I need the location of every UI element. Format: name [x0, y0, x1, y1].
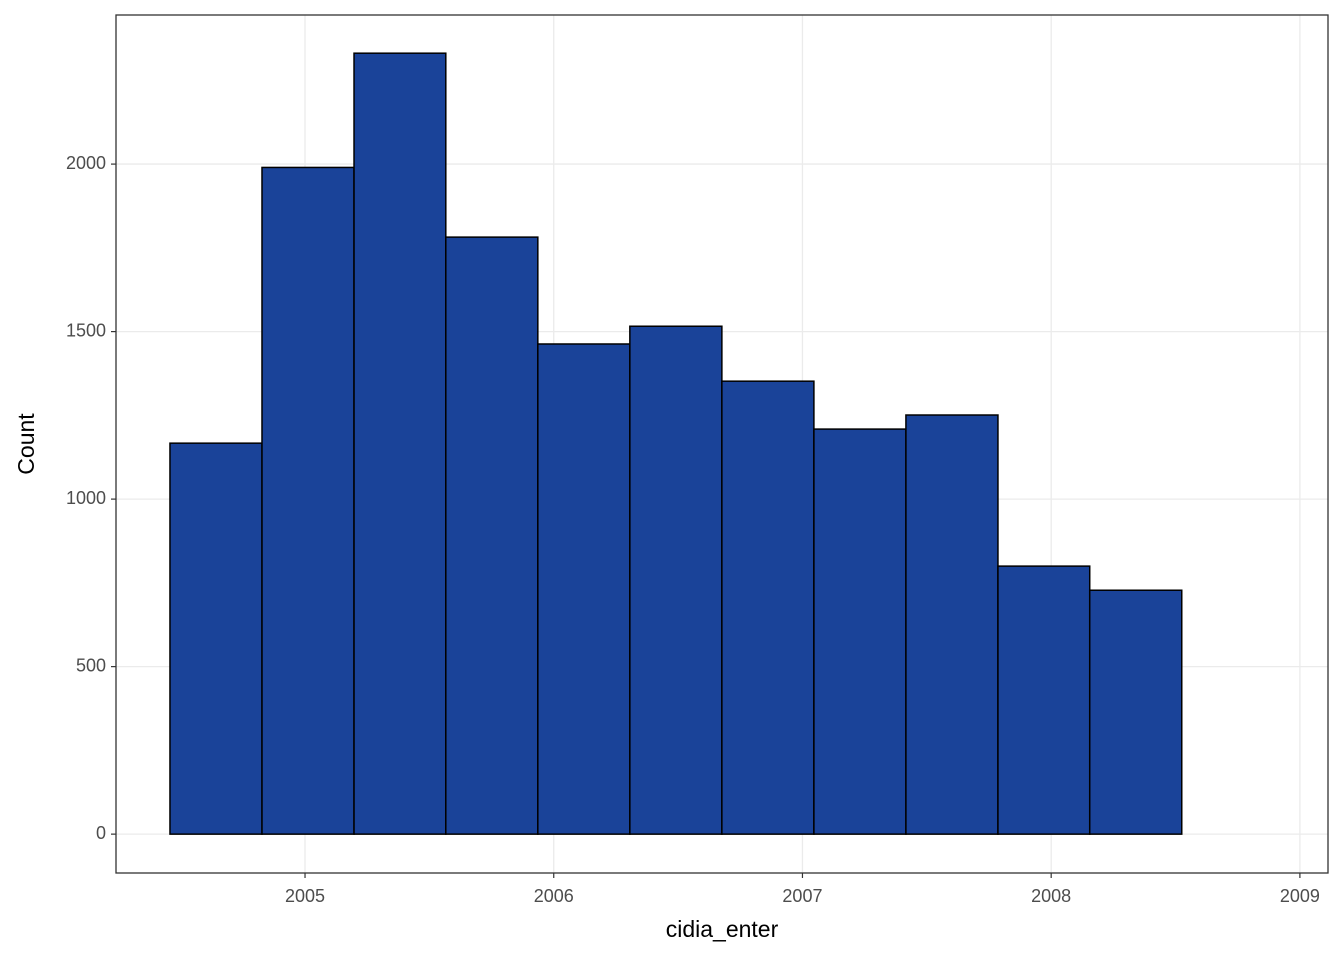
x-axis-title: cidia_enter — [666, 916, 779, 942]
y-tick-label: 2000 — [66, 153, 106, 173]
bar — [445, 236, 539, 835]
bar — [997, 565, 1091, 835]
bar — [169, 442, 263, 835]
y-axis-title: Count — [13, 413, 39, 475]
bar — [1088, 589, 1183, 835]
bar — [721, 380, 815, 835]
x-tick-label: 2008 — [1031, 886, 1071, 906]
bar — [353, 52, 447, 835]
bar — [537, 343, 631, 835]
bar — [629, 325, 723, 835]
bar — [905, 414, 999, 835]
x-tick-label: 2006 — [534, 886, 574, 906]
y-tick-label: 500 — [76, 655, 106, 675]
x-tick-label: 2007 — [782, 886, 822, 906]
y-tick-label: 0 — [96, 823, 106, 843]
bar — [261, 166, 355, 835]
x-tick-label: 2009 — [1280, 886, 1320, 906]
bar — [813, 428, 907, 835]
y-tick-label: 1500 — [66, 320, 106, 340]
x-tick-label: 2005 — [285, 886, 325, 906]
panel-border — [115, 14, 1329, 874]
y-tick-label: 1000 — [66, 488, 106, 508]
